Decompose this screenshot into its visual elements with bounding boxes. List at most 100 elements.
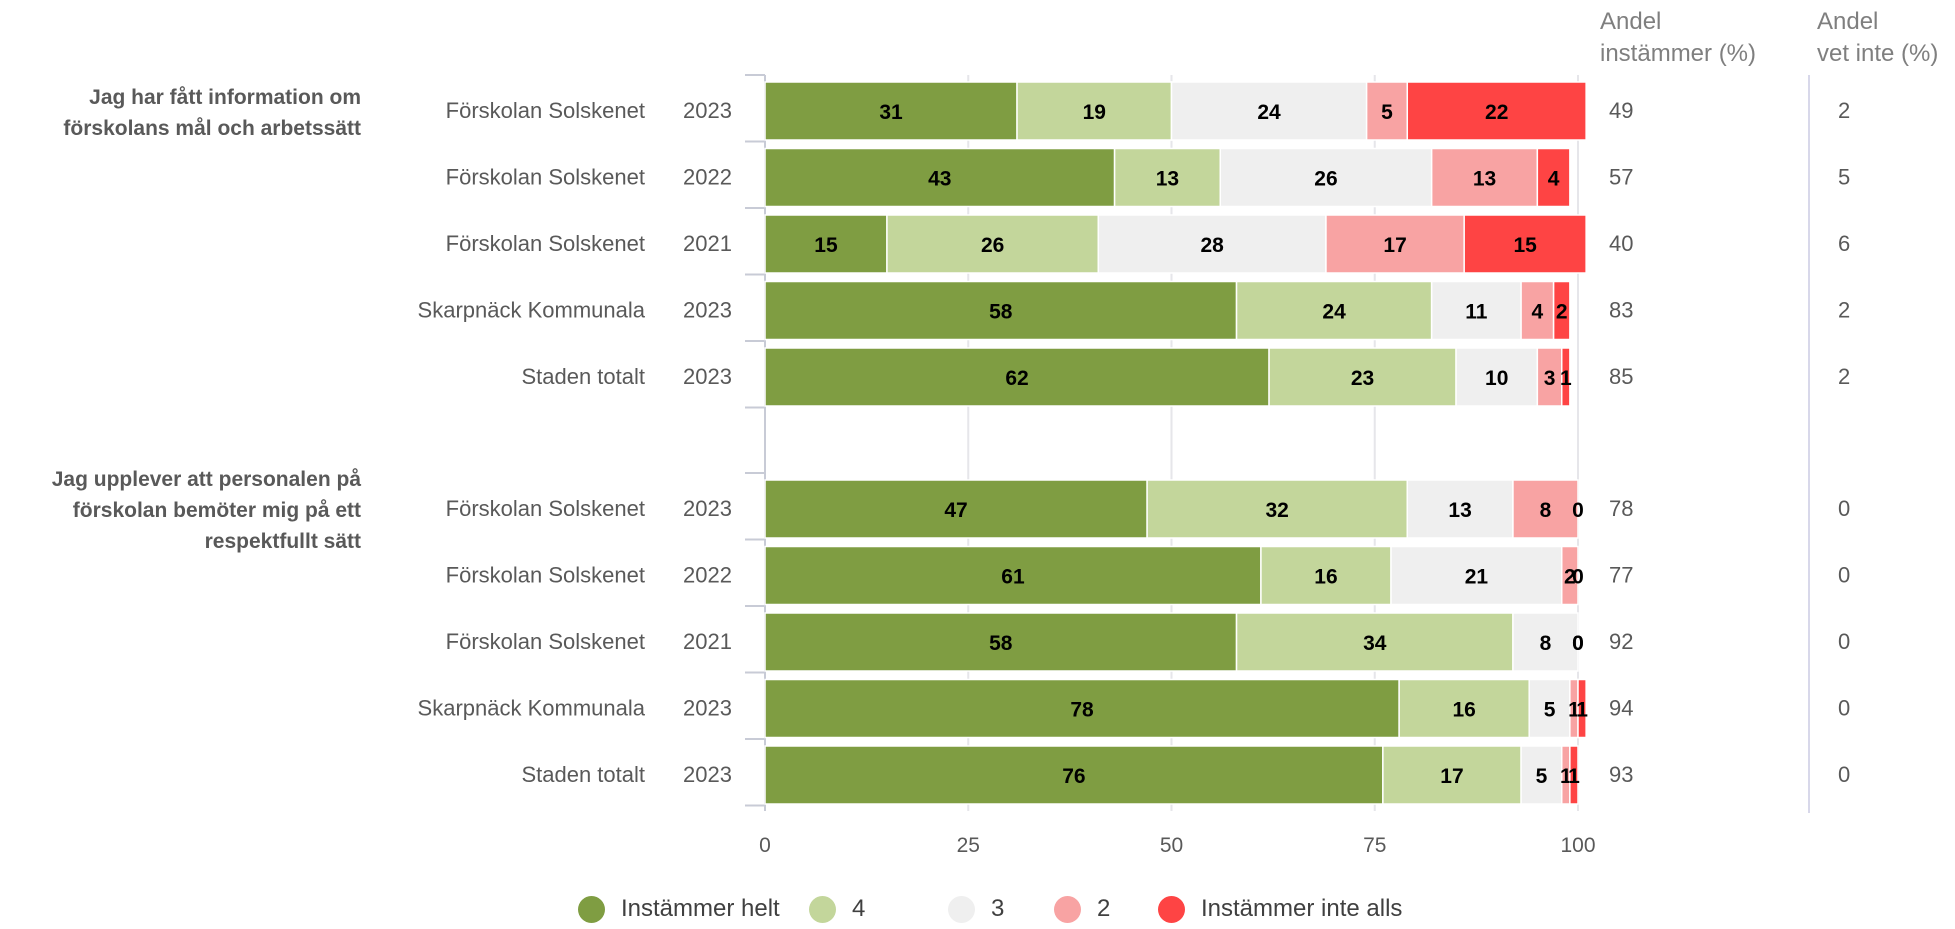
- legend-swatch: [578, 895, 605, 923]
- row-year-label: 2022: [683, 563, 732, 588]
- bar-segment: [1520, 745, 1563, 805]
- row-year-label: 2021: [683, 231, 732, 256]
- bar-value-label: 8: [1540, 632, 1552, 655]
- bar-value-label: 62: [1005, 367, 1028, 390]
- bar-value-label: 16: [1314, 566, 1337, 589]
- bar-value-label: 28: [1200, 234, 1224, 257]
- bar-value-label: 10: [1485, 367, 1508, 390]
- bar-value-label: 16: [1453, 699, 1476, 722]
- bar-value-label: 3: [1544, 367, 1556, 390]
- question-label-line: förskolan bemöter mig på ett: [72, 499, 361, 522]
- bar-segment: [1365, 81, 1409, 141]
- bar-value-label: 2: [1564, 566, 1576, 589]
- andel-instammer-value: 93: [1609, 762, 1633, 787]
- bar-value-label: 17: [1440, 765, 1463, 788]
- bar-value-label: 15: [1513, 234, 1537, 257]
- header-andel-instammer: Andel instämmer (%): [1600, 6, 1756, 70]
- bar-value-label: 5: [1544, 699, 1556, 722]
- x-tick-label: 50: [1160, 834, 1183, 857]
- andel-instammer-value: 94: [1609, 696, 1633, 721]
- bar-value-label: 43: [928, 168, 951, 191]
- bar-value-label: 4: [1532, 301, 1544, 324]
- question-label: Jag har fått information om förskolans må…: [0, 82, 361, 144]
- bar-value-label: 19: [1083, 101, 1106, 124]
- legend-swatch: [1054, 895, 1081, 923]
- bar-segment: [1528, 678, 1571, 739]
- row-unit-label: Staden totalt: [521, 762, 645, 787]
- bar-segment: [1536, 347, 1563, 407]
- bar-value-label: 0: [1572, 632, 1584, 655]
- question-label-line: Jag upplever att personalen på: [51, 468, 361, 491]
- bar-segment: [1235, 612, 1514, 672]
- bar-value-label: 32: [1266, 499, 1289, 522]
- header-andel-instammer-line1: Andel: [1600, 8, 1662, 35]
- bar-segment: [764, 745, 1384, 805]
- bar-segment: [1430, 280, 1522, 341]
- bar-value-label: 1: [1560, 367, 1572, 390]
- bar-segment: [1560, 545, 1579, 606]
- row-year-label: 2023: [683, 364, 732, 389]
- bar-segment: [1560, 347, 1571, 407]
- bar-value-label: 22: [1485, 101, 1508, 124]
- bar-value-label: 26: [1314, 168, 1337, 191]
- bar-segment: [764, 678, 1400, 739]
- bar-segment: [1569, 745, 1579, 805]
- bar-value-label: 5: [1381, 101, 1393, 124]
- x-tick-label: 100: [1560, 834, 1595, 857]
- row-year-label: 2023: [683, 98, 732, 123]
- legend-item-4[interactable]: 4: [809, 895, 865, 923]
- header-andel-vet-inte-line1: Andel: [1817, 8, 1879, 35]
- legend: Instämmer helt 4 3 2 Instämmer inte alls: [0, 895, 1955, 929]
- bar-segment: [1325, 214, 1465, 274]
- header-andel-vet-inte-line2: vet inte (%): [1817, 40, 1939, 67]
- andel-vet-inte-value: 0: [1838, 696, 1850, 721]
- bar-value-label: 1: [1568, 699, 1580, 722]
- row-unit-label: Skarpnäck Kommunala: [418, 298, 646, 323]
- bar-segment: [1512, 479, 1579, 539]
- question-label: Jag upplever att personalen på förskolan …: [0, 464, 361, 557]
- row-year-label: 2021: [683, 629, 732, 654]
- bar-value-label: 11: [1465, 301, 1488, 324]
- row-unit-label: Förskolan Solskenet: [446, 165, 645, 190]
- legend-item-instammer-helt[interactable]: Instämmer helt: [578, 895, 780, 923]
- andel-instammer-value: 85: [1609, 364, 1633, 389]
- bar-value-label: 5: [1536, 765, 1548, 788]
- bar-value-label: 76: [1062, 765, 1085, 788]
- bar-segment: [1382, 745, 1522, 805]
- legend-item-2[interactable]: 2: [1054, 895, 1110, 923]
- x-tick-label: 0: [759, 834, 771, 857]
- bar-value-label: 31: [879, 101, 903, 124]
- row-unit-label: Staden totalt: [521, 364, 645, 389]
- question-label-line: Jag har fått information om: [89, 86, 361, 109]
- bar-segment: [1016, 81, 1173, 141]
- bar-value-label: 17: [1383, 234, 1406, 257]
- row-year-label: 2023: [683, 762, 732, 787]
- question-label-line: respektfullt sätt: [204, 530, 361, 553]
- bar-segment: [1406, 479, 1514, 539]
- bar-segment: [1552, 280, 1571, 341]
- bar-value-label: 23: [1351, 367, 1374, 390]
- bar-value-label: 4: [1548, 168, 1560, 191]
- bar-segment: [764, 612, 1238, 672]
- bar-segment: [1463, 214, 1587, 274]
- row-year-label: 2023: [683, 696, 732, 721]
- andel-instammer-value: 83: [1609, 298, 1633, 323]
- bar-value-label: 8: [1540, 499, 1552, 522]
- row-unit-label: Förskolan Solskenet: [446, 496, 645, 521]
- bar-value-label: 58: [989, 301, 1013, 324]
- bar-segment: [1170, 81, 1368, 141]
- bar-value-label: 61: [1001, 566, 1025, 589]
- bar-value-label: 58: [989, 632, 1013, 655]
- legend-item-3[interactable]: 3: [948, 895, 1004, 923]
- legend-label: 4: [852, 895, 866, 922]
- question-label-line: förskolans mål och arbetssätt: [63, 117, 361, 140]
- andel-vet-inte-value: 0: [1838, 563, 1850, 588]
- row-unit-label: Förskolan Solskenet: [446, 231, 645, 256]
- row-unit-label: Förskolan Solskenet: [446, 563, 645, 588]
- andel-instammer-value: 57: [1609, 165, 1633, 190]
- bar-value-label: 1: [1560, 765, 1572, 788]
- andel-instammer-value: 92: [1609, 629, 1633, 654]
- bar-value-label: 13: [1473, 168, 1496, 191]
- legend-item-instammer-inte-alls[interactable]: Instämmer inte alls: [1158, 895, 1402, 923]
